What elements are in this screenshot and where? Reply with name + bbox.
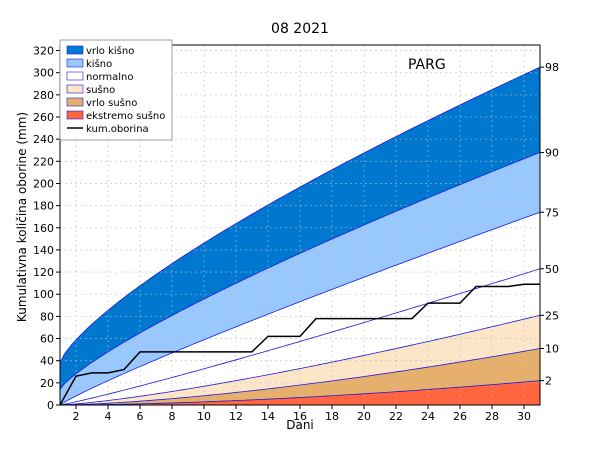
band-ekstremo-sušno <box>60 380 540 405</box>
legend-label-cumulative: kum.oborina <box>86 124 149 135</box>
x-tick-label: 10 <box>197 410 211 423</box>
band-vrlo-kišno <box>60 67 540 390</box>
y-tick-label: 300 <box>33 67 54 80</box>
legend-label-kišno: kišno <box>86 58 112 70</box>
percentile-lines <box>59 66 541 406</box>
x-tick-label: 14 <box>261 410 275 423</box>
x-tick-label: 20 <box>357 410 371 423</box>
station-label: PARG <box>408 57 446 73</box>
x-tick-label: 26 <box>453 410 467 423</box>
percentile-label-10: 10 <box>545 343 559 356</box>
y-tick-label: 20 <box>40 377 54 390</box>
legend-swatch-sušno <box>66 84 84 94</box>
y-tick-label: 60 <box>40 333 54 346</box>
legend-label-ekstremo-sušno: ekstremo sušno <box>86 110 165 122</box>
y-tick-label: 120 <box>33 266 54 279</box>
percentile-line-75 <box>59 211 541 406</box>
x-tick-label: 8 <box>169 410 176 423</box>
percentile-line-10 <box>59 348 541 406</box>
y-tick-label: 100 <box>33 288 54 301</box>
legend-label-vrlo-kišno: vrlo kišno <box>86 45 134 57</box>
cumulative-series <box>59 283 540 406</box>
x-tick-label: 12 <box>229 410 243 423</box>
x-axis-label: Dani <box>286 418 314 432</box>
percentile-line-2 <box>59 380 541 406</box>
band-normalno <box>60 212 540 405</box>
x-tick-label: 6 <box>137 410 144 423</box>
x-tick-label: 16 <box>293 410 307 423</box>
x-tick-label: 28 <box>485 410 499 423</box>
x-tick-label: 4 <box>105 410 112 423</box>
y-tick-label: 260 <box>33 111 54 124</box>
y-tick-label: 220 <box>33 155 54 168</box>
legend-swatch-normalno <box>66 71 84 81</box>
legend-label-vrlo-sušno: vrlo sušno <box>86 97 137 109</box>
y-tick-label: 140 <box>33 244 54 257</box>
percentile-line-50 <box>59 268 541 406</box>
band-kišno <box>60 152 540 405</box>
percentile-line-90 <box>59 152 541 390</box>
y-axis-label: Kumulativna količina oborine (mm) <box>15 112 29 322</box>
y-tick-label: 160 <box>33 222 54 235</box>
x-tick-label: 30 <box>517 410 531 423</box>
y-tick-label: 180 <box>33 200 54 213</box>
legend-swatch-vrlo-sušno <box>66 97 84 107</box>
y-tick-label: 240 <box>33 133 54 146</box>
legend-swatch-kišno <box>66 58 84 68</box>
chart-title: 08 2021 <box>271 21 329 37</box>
y-tick-label: 0 <box>47 399 54 412</box>
legend-label-sušno: sušno <box>86 84 115 96</box>
band-sušno <box>60 315 540 405</box>
y-axis-ticks: 0 20 40 60 80 100 120 140 160 180 200 220 240 260 280 3… <box>33 45 60 412</box>
percentile-label-25: 25 <box>545 309 559 322</box>
x-tick-label: 2 <box>73 410 80 423</box>
legend-swatch-ekstremo-sušno <box>66 110 84 120</box>
band-vrlo-sušno <box>60 348 540 405</box>
percentile-bands <box>60 67 540 405</box>
x-tick-label: 18 <box>325 410 339 423</box>
y-tick-label: 320 <box>33 45 54 58</box>
y-tick-label: 80 <box>40 310 54 323</box>
cumulative-line <box>59 283 540 406</box>
legend-label-normalno: normalno <box>86 72 134 83</box>
y-tick-label: 40 <box>40 355 54 368</box>
y-tick-label: 200 <box>33 177 54 190</box>
x-tick-label: 24 <box>421 410 435 423</box>
percentile-label-90: 90 <box>545 146 559 159</box>
percentile-label-2: 2 <box>545 375 552 388</box>
percentile-line-98 <box>59 66 541 364</box>
percentile-label-98: 98 <box>545 61 559 74</box>
x-tick-label: 22 <box>389 410 403 423</box>
percentile-label-75: 75 <box>545 206 559 219</box>
legend-swatch-vrlo-kišno <box>66 45 84 55</box>
percentile-label-50: 50 <box>545 263 559 276</box>
y-tick-label: 280 <box>33 89 54 102</box>
percentile-labels: 98 90 75 50 25 10 2 <box>540 61 559 388</box>
percentile-line-25 <box>59 314 541 406</box>
x-axis-ticks: 2 4 6 8 10 12 14 16 18 20 22 24 26 28 30 <box>73 405 531 423</box>
